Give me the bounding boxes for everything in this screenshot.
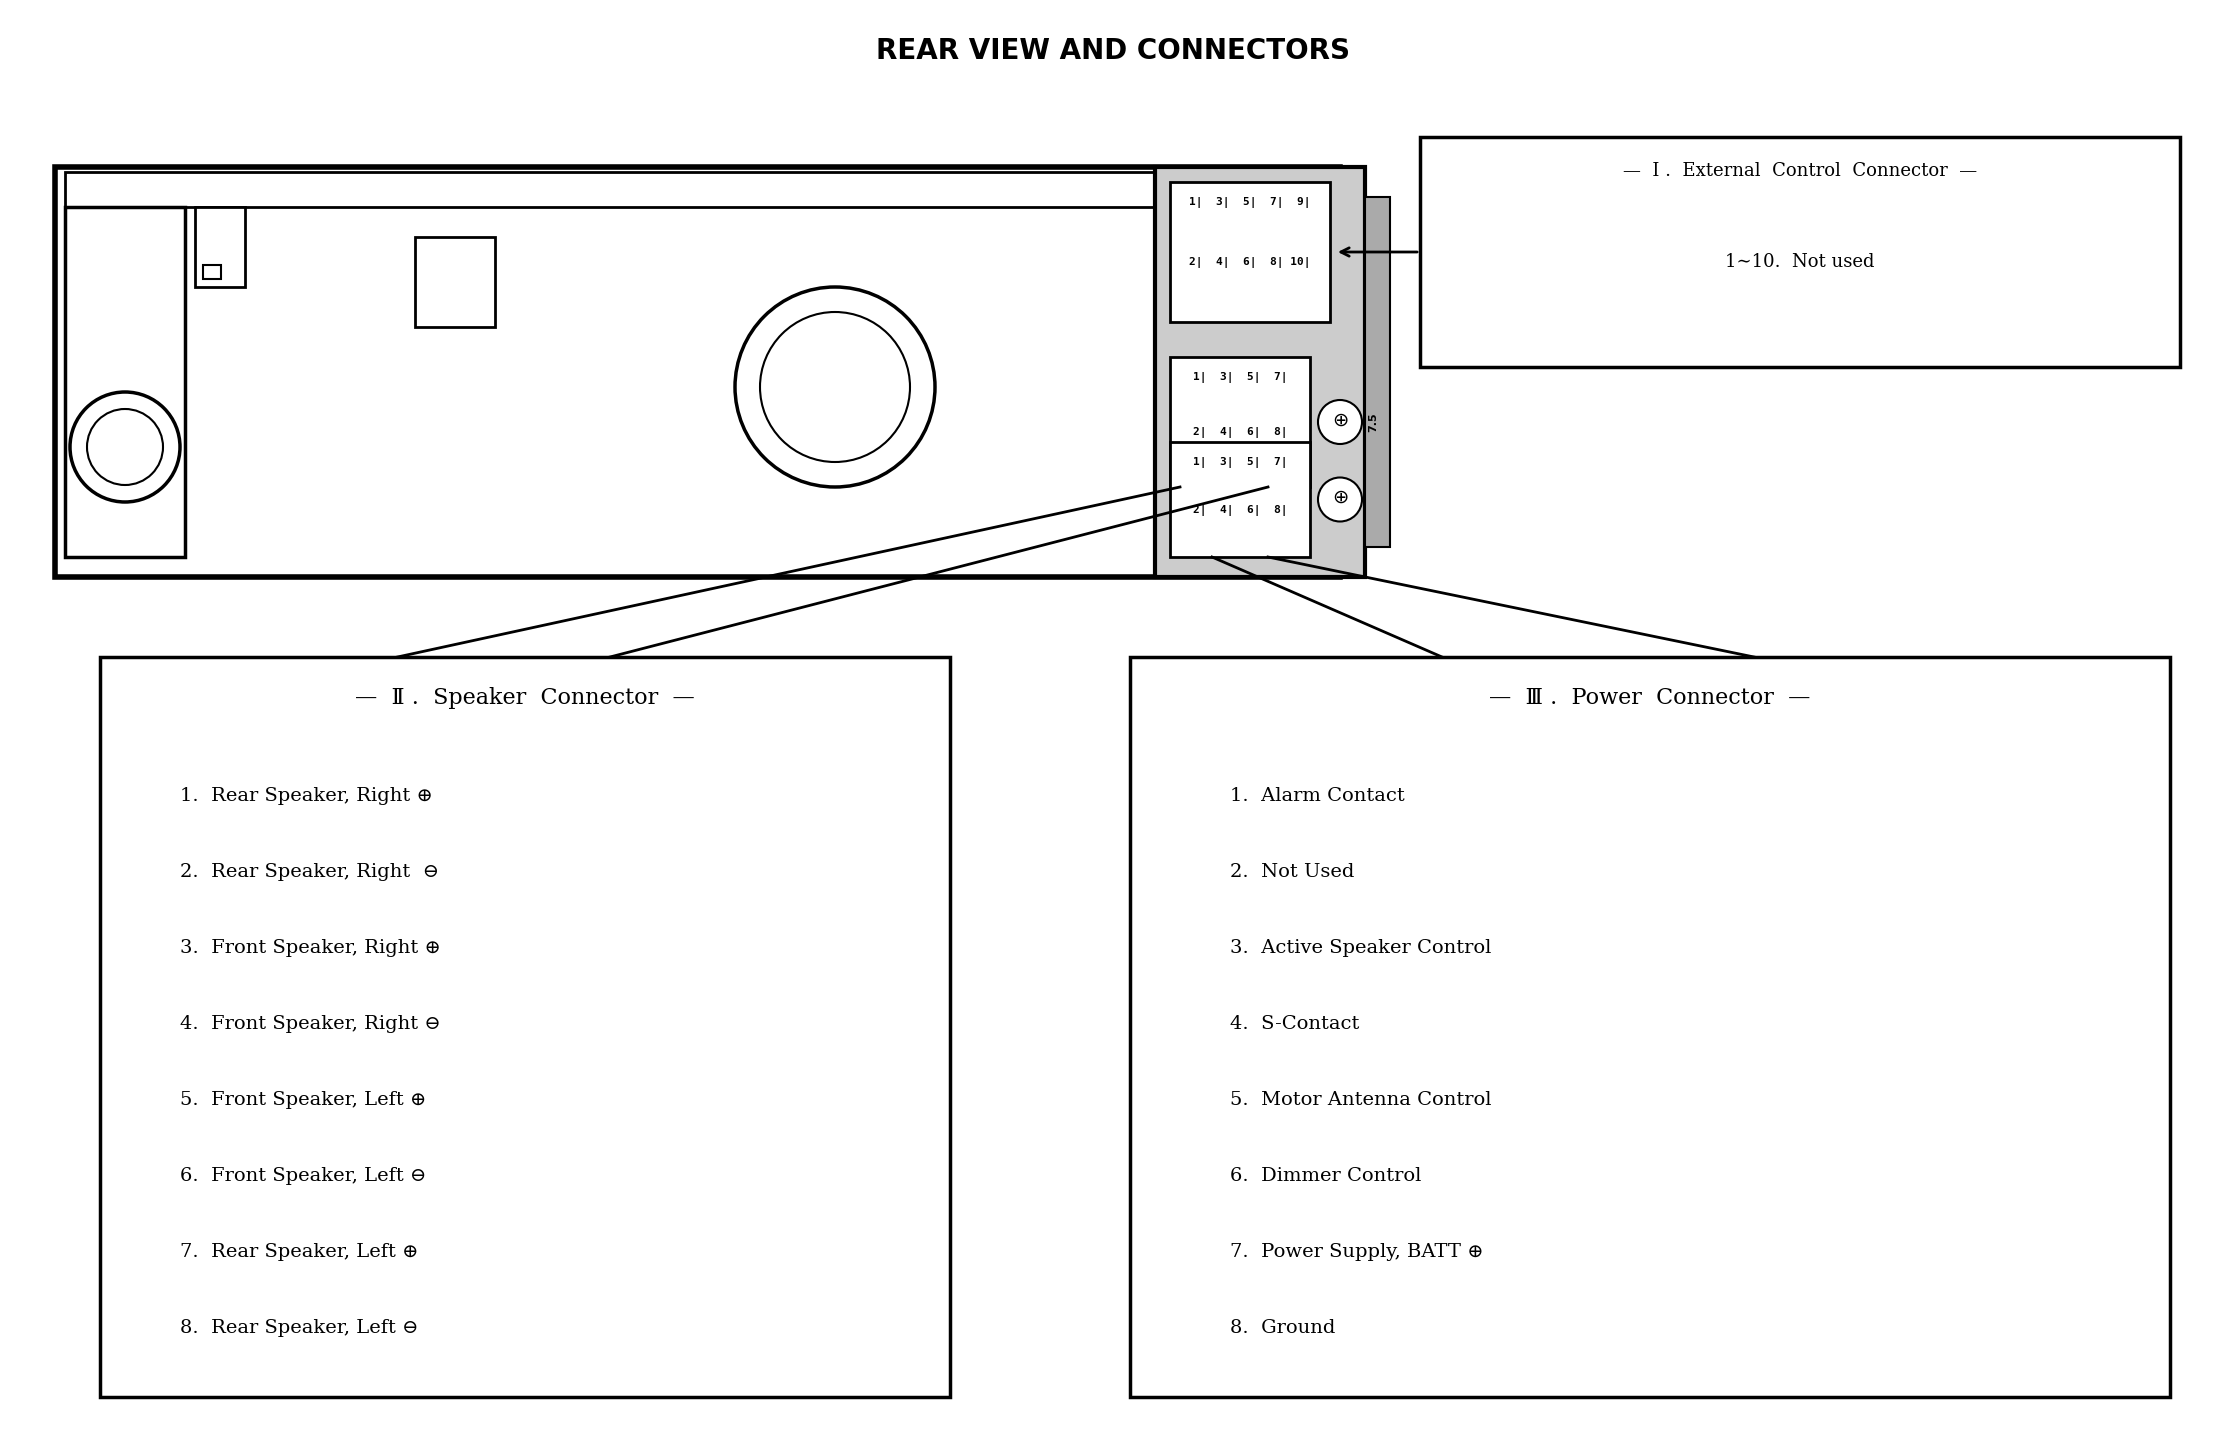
- Bar: [203, 265, 220, 279]
- Text: 2|  4|  6|  8|: 2| 4| 6| 8|: [1193, 505, 1287, 515]
- Circle shape: [1318, 399, 1362, 444]
- Text: 1|  3|  5|  7|  9|: 1| 3| 5| 7| 9|: [1189, 197, 1311, 208]
- Bar: [1171, 182, 1329, 323]
- Text: 7.  Rear Speaker, Left ⊕: 7. Rear Speaker, Left ⊕: [180, 1243, 418, 1260]
- Bar: [414, 237, 494, 327]
- Bar: [100, 657, 951, 1396]
- Text: 7.5: 7.5: [1369, 412, 1378, 431]
- Text: —  I .  External  Control  Connector  —: — I . External Control Connector —: [1623, 162, 1977, 179]
- Text: 4.  Front Speaker, Right ⊖: 4. Front Speaker, Right ⊖: [180, 1014, 441, 1033]
- Text: 1.  Alarm Contact: 1. Alarm Contact: [1231, 787, 1405, 805]
- Text: ⊕: ⊕: [1331, 488, 1349, 506]
- Bar: [196, 207, 245, 287]
- Text: 1.  Rear Speaker, Right ⊕: 1. Rear Speaker, Right ⊕: [180, 787, 432, 805]
- Circle shape: [735, 287, 935, 488]
- Bar: [1189, 265, 1206, 279]
- Circle shape: [87, 410, 162, 485]
- Circle shape: [69, 392, 180, 502]
- Text: 1∼10.  Not used: 1∼10. Not used: [1725, 253, 1874, 271]
- Bar: [1155, 166, 1365, 577]
- Text: 4.  S-Contact: 4. S-Contact: [1231, 1014, 1360, 1033]
- Bar: [1180, 207, 1231, 287]
- Text: 1|  3|  5|  7|: 1| 3| 5| 7|: [1193, 457, 1287, 467]
- Circle shape: [1318, 478, 1362, 521]
- Bar: [65, 207, 185, 557]
- Text: 5.  Front Speaker, Left ⊕: 5. Front Speaker, Left ⊕: [180, 1091, 427, 1108]
- Text: 2.  Not Used: 2. Not Used: [1231, 862, 1353, 881]
- Text: —  Ⅱ .  Speaker  Connector  —: — Ⅱ . Speaker Connector —: [356, 687, 695, 709]
- Text: 8.  Rear Speaker, Left ⊖: 8. Rear Speaker, Left ⊖: [180, 1320, 418, 1337]
- Text: ⊕: ⊕: [1331, 411, 1349, 430]
- Bar: [1131, 657, 2170, 1396]
- Text: 3.  Front Speaker, Right ⊕: 3. Front Speaker, Right ⊕: [180, 939, 441, 956]
- Circle shape: [759, 313, 910, 462]
- Bar: [1171, 357, 1309, 488]
- Text: REAR VIEW AND CONNECTORS: REAR VIEW AND CONNECTORS: [877, 38, 1349, 65]
- Bar: [1171, 441, 1309, 557]
- Bar: [1420, 137, 2179, 368]
- Text: 1|  3|  5|  7|: 1| 3| 5| 7|: [1193, 372, 1287, 383]
- Bar: [1365, 197, 1389, 547]
- Text: 7.  Power Supply, BATT ⊕: 7. Power Supply, BATT ⊕: [1231, 1243, 1483, 1260]
- Text: 2|  4|  6|  8| 10|: 2| 4| 6| 8| 10|: [1189, 258, 1311, 268]
- Text: 8.  Ground: 8. Ground: [1231, 1320, 1336, 1337]
- Bar: [56, 166, 1340, 577]
- Text: 6.  Front Speaker, Left ⊖: 6. Front Speaker, Left ⊖: [180, 1166, 427, 1185]
- Text: 6.  Dimmer Control: 6. Dimmer Control: [1231, 1166, 1422, 1185]
- Text: 5.  Motor Antenna Control: 5. Motor Antenna Control: [1231, 1091, 1491, 1108]
- Bar: [65, 172, 1329, 207]
- Text: 2|  4|  6|  8|: 2| 4| 6| 8|: [1193, 427, 1287, 438]
- Text: 2.  Rear Speaker, Right  ⊖: 2. Rear Speaker, Right ⊖: [180, 862, 439, 881]
- Text: 3.  Active Speaker Control: 3. Active Speaker Control: [1231, 939, 1491, 956]
- Text: —  Ⅲ .  Power  Connector  —: — Ⅲ . Power Connector —: [1489, 687, 1810, 709]
